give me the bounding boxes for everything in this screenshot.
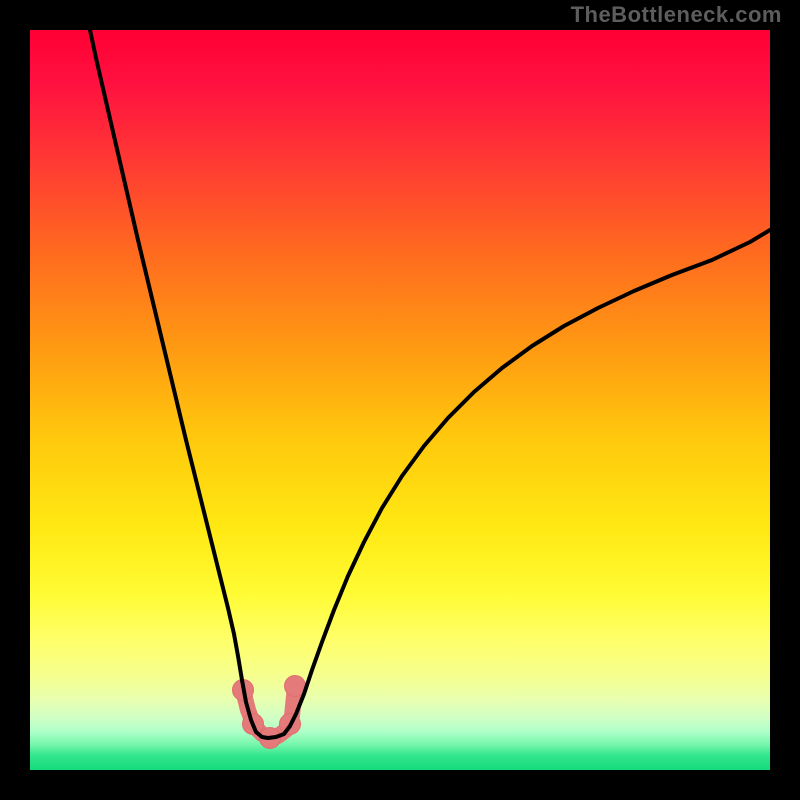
plot-area <box>30 30 770 770</box>
chart-frame: TheBottleneck.com <box>0 0 800 800</box>
gradient-background <box>30 30 770 770</box>
watermark-text: TheBottleneck.com <box>571 2 782 28</box>
plot-svg <box>30 30 770 770</box>
